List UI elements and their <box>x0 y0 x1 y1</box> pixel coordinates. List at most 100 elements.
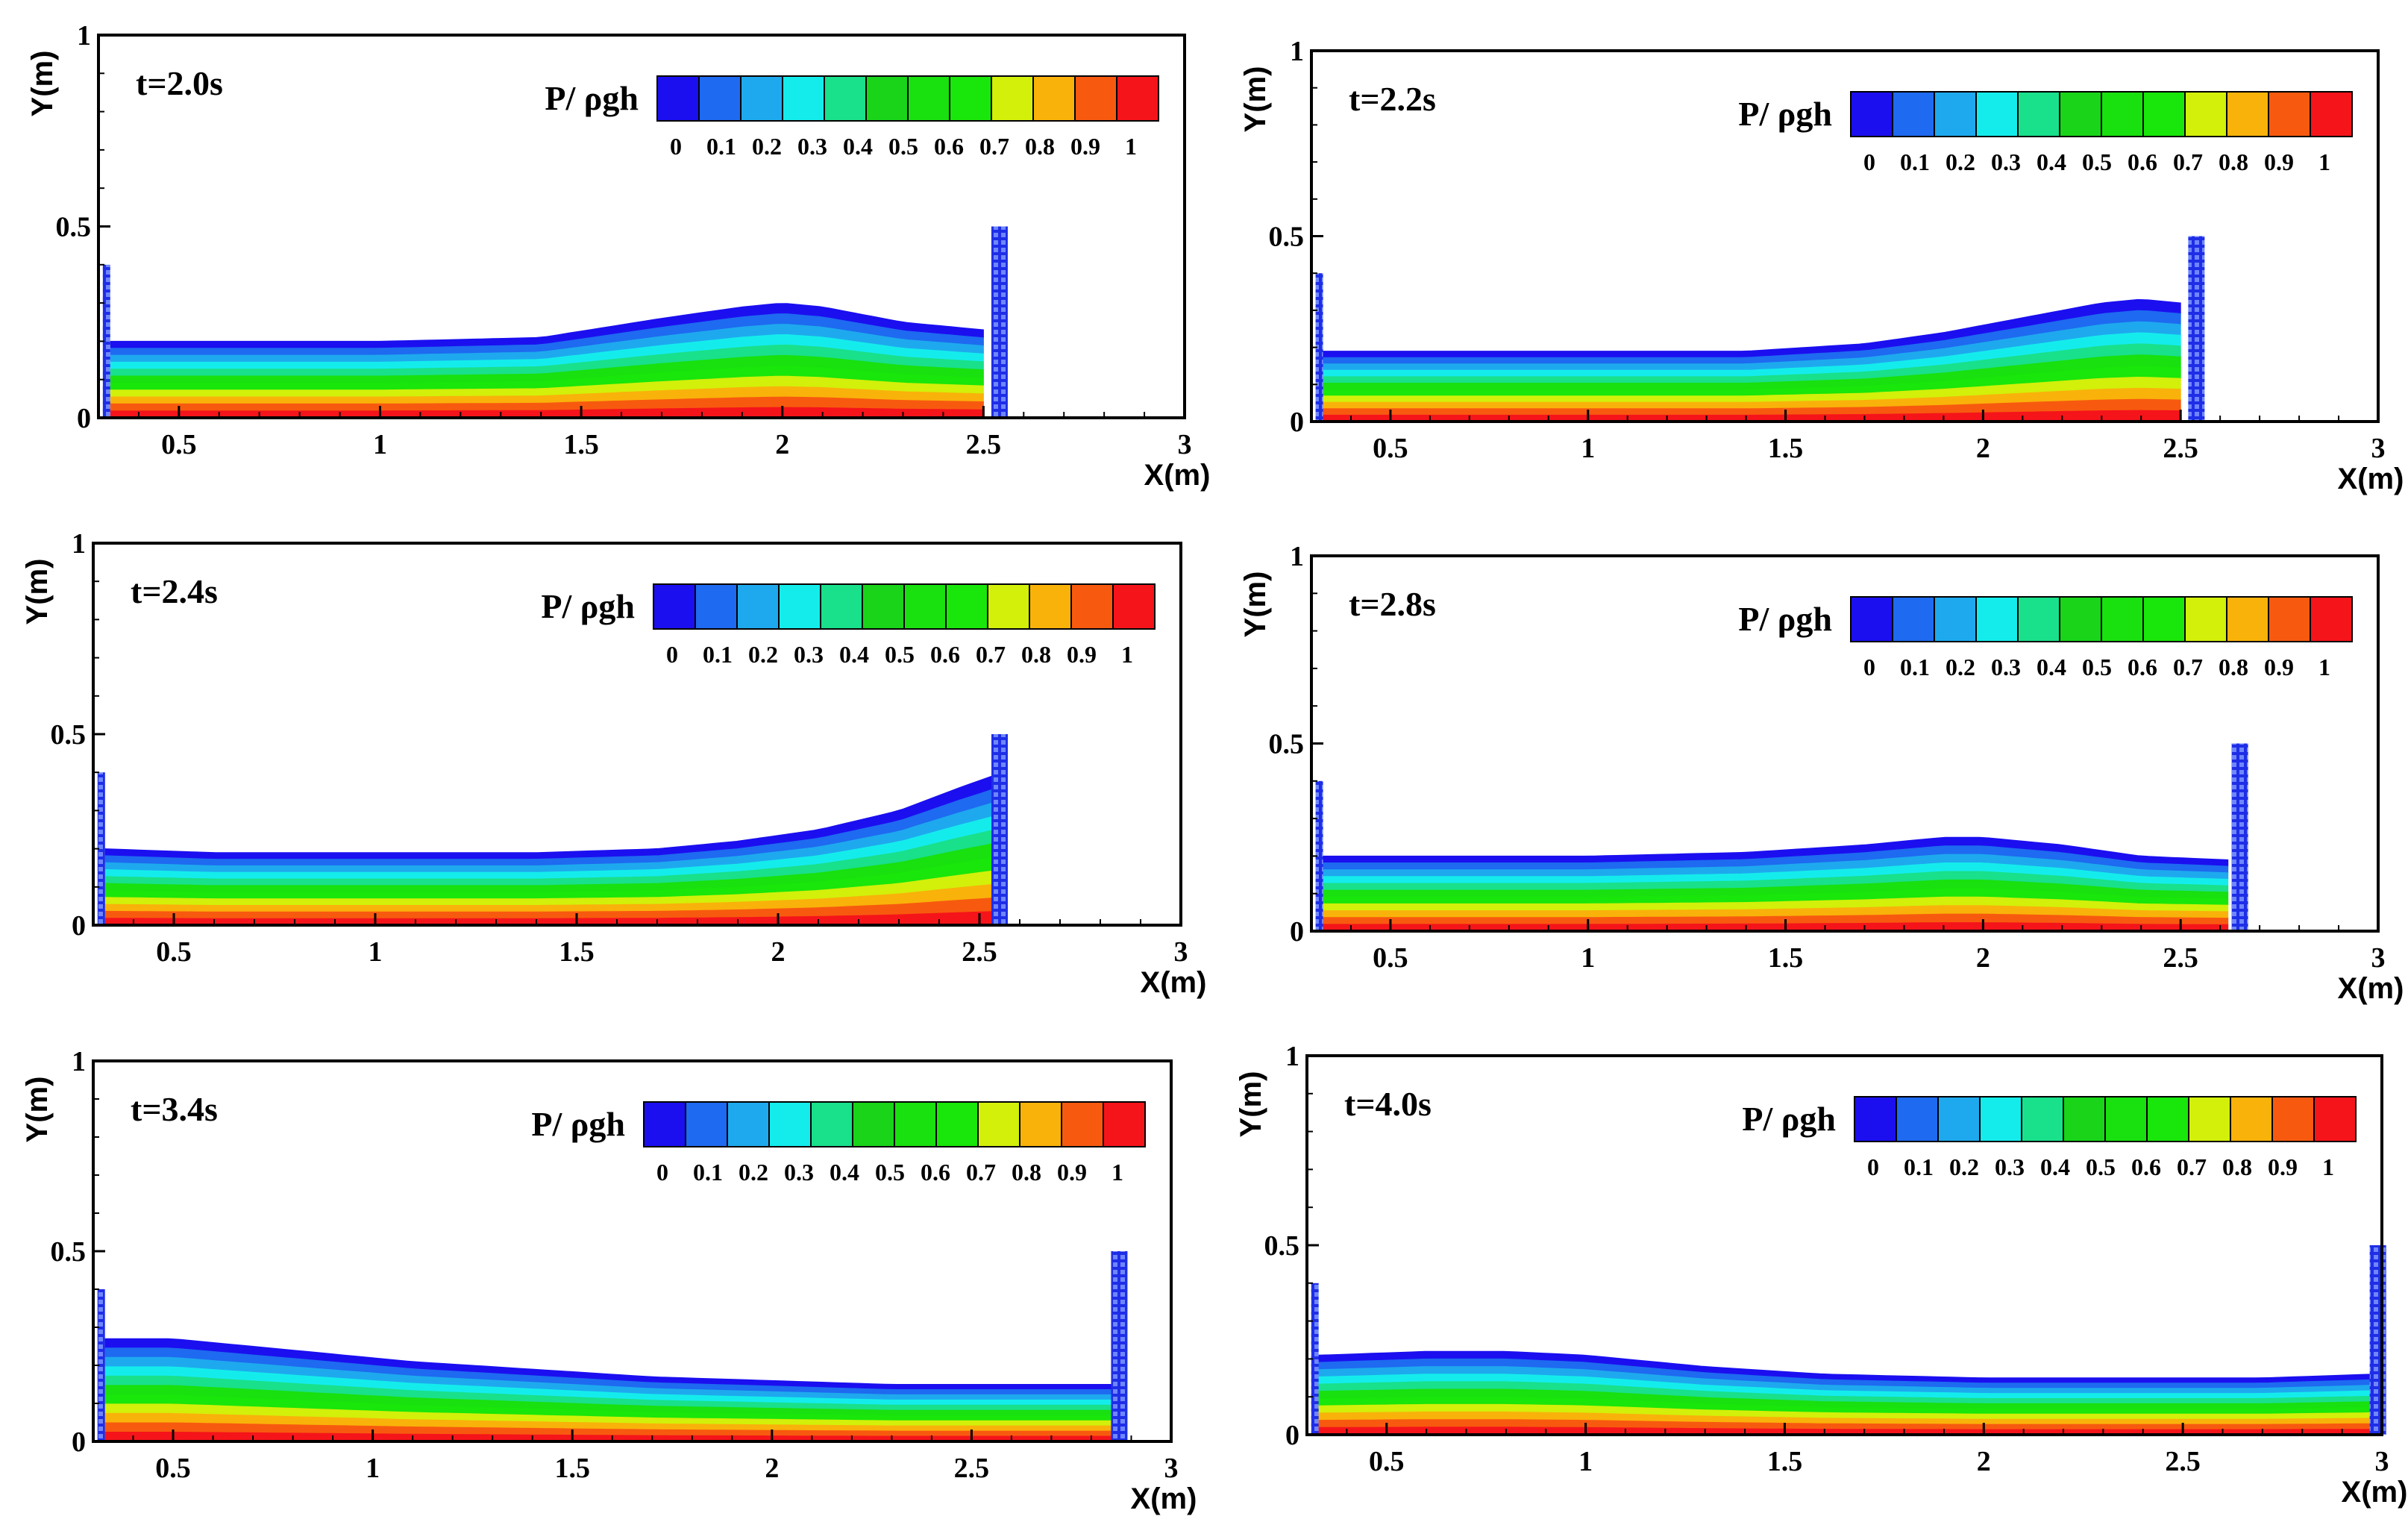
x-tick-label: 3 <box>2371 433 2386 464</box>
x-tick-label: 2.5 <box>962 936 997 968</box>
x-tick-label: 1.5 <box>1768 433 1804 464</box>
x-tick-label: 0.5 <box>155 1453 191 1484</box>
x-tick-label: 2 <box>765 1453 779 1484</box>
colorbar-tick-label: 0.6 <box>921 1159 950 1186</box>
colorbar-cell <box>810 1101 853 1147</box>
colorbar-tick-label: 0.5 <box>2086 1153 2116 1180</box>
x-tick-label: 3 <box>1174 936 1188 968</box>
y-tick-label: 0 <box>72 1427 86 1458</box>
colorbar-cell <box>2310 596 2353 642</box>
colorbar-tick-label: 0.5 <box>875 1159 905 1186</box>
colorbar-tick-label: 0.3 <box>794 641 824 668</box>
x-tick-label: 2.5 <box>954 1453 990 1484</box>
colorbar-tick-label: 0.9 <box>2264 654 2294 680</box>
x-tick-label: 2 <box>1976 942 1990 974</box>
colorbar-cell <box>2268 596 2311 642</box>
colorbar-tick-label: 0.8 <box>1025 133 1055 160</box>
colorbar-cell <box>1070 583 1114 630</box>
colorbar-cell <box>653 583 696 630</box>
x-tick-label: 1 <box>366 1453 380 1484</box>
colorbar-cell <box>862 583 905 630</box>
colorbar-tick-label: 0.6 <box>930 641 960 668</box>
colorbar-cell <box>977 1101 1020 1147</box>
colorbar-cell <box>987 583 1030 630</box>
x-tick-label: 0.5 <box>1373 942 1408 974</box>
colorbar-tick-label: 0.3 <box>784 1159 814 1186</box>
time-label: t=2.2s <box>1349 80 1436 118</box>
panel-4: 0.5 1 1.5 2 2.5 3 0 0.5 1 X(m) Y(m) t=2.8s P/ ρgh 0 0.… <box>1239 541 2404 1005</box>
y-tick-label: 0 <box>1290 916 1304 948</box>
colorbar-cell <box>852 1101 895 1147</box>
colorbar-tick-label: 0.9 <box>2264 148 2294 175</box>
x-tick-label: 2.5 <box>2163 942 2198 974</box>
colorbar-tick-label: 0 <box>1867 1153 1879 1180</box>
colorbar-tick-label: 1 <box>1111 1159 1123 1186</box>
x-tick-label: 2.5 <box>2165 1446 2201 1477</box>
colorbar-tick-label: 0 <box>1863 654 1875 680</box>
colorbar-cell <box>1937 1096 1981 1142</box>
x-tick-label: 1.5 <box>1767 1446 1803 1477</box>
colorbar-label: P/ ρgh <box>1738 95 1832 133</box>
y-tick-label: 0 <box>77 403 91 434</box>
y-tick-label: 0.5 <box>51 719 87 751</box>
colorbar-tick-label: 0.9 <box>1070 133 1100 160</box>
colorbar-cell <box>2226 91 2269 137</box>
colorbar-cell <box>820 583 863 630</box>
time-label: t=2.8s <box>1349 585 1436 623</box>
y-tick-label: 0.5 <box>1264 1230 1300 1262</box>
colorbar-cell <box>1029 583 1072 630</box>
colorbar-cell <box>2063 1096 2106 1142</box>
colorbar-tick-label: 0.7 <box>976 641 1006 668</box>
colorbar-cell <box>2184 91 2227 137</box>
colorbar-tick-label: 0.1 <box>703 641 733 668</box>
colorbar-cell <box>2021 1096 2064 1142</box>
colorbar-tick-label: 1 <box>1125 133 1137 160</box>
panel-5: 0.5 1 1.5 2 2.5 3 0 0.5 1 X(m) Y(m) t=3.4s P/ ρgh 0 0.… <box>21 1046 1197 1515</box>
colorbar-tick-label: 0.3 <box>1991 654 2021 680</box>
left-wall <box>97 772 105 925</box>
colorbar-tick-label: 0 <box>666 641 678 668</box>
x-tick-label: 1.5 <box>1768 942 1804 974</box>
panel-3: 0.5 1 1.5 2 2.5 3 0 0.5 1 X(m) Y(m) t=2.4s P/ ρgh 0 0.… <box>21 528 1206 999</box>
colorbar-cell <box>1896 1096 1939 1142</box>
right-wall <box>991 734 1008 925</box>
left-wall <box>97 1289 105 1441</box>
colorbar-tick-label: 0.7 <box>2173 654 2203 680</box>
colorbar-cell <box>1032 75 1076 122</box>
colorbar-cell <box>1979 1096 2022 1142</box>
colorbar-label: P/ ρgh <box>1738 600 1832 638</box>
colorbar-cell <box>2310 91 2353 137</box>
colorbar-cell <box>2184 596 2227 642</box>
colorbar-tick-label: 0.4 <box>843 133 873 160</box>
colorbar-tick-label: 0.2 <box>1945 654 1975 680</box>
colorbar-cell <box>1892 596 1935 642</box>
right-wall <box>991 226 1008 418</box>
colorbar-cell <box>643 1101 686 1147</box>
colorbar-tick-label: 0.1 <box>693 1159 723 1186</box>
colorbar-cell <box>1116 75 1159 122</box>
x-tick-label: 3 <box>1164 1453 1179 1484</box>
y-axis-label: Y(m) <box>1239 572 1272 638</box>
colorbar-tick-label: 0.7 <box>979 133 1009 160</box>
colorbar-tick-label: 0.2 <box>739 1159 768 1186</box>
colorbar-cell <box>1103 1101 1146 1147</box>
x-tick-label: 0.5 <box>1373 433 1408 464</box>
colorbar-cell <box>894 1101 937 1147</box>
colorbar-cell <box>1892 91 1935 137</box>
colorbar-cell <box>1854 1096 1897 1142</box>
colorbar-cell <box>685 1101 728 1147</box>
y-axis-label: Y(m) <box>1239 66 1272 133</box>
y-tick-label: 0 <box>1285 1420 1299 1451</box>
colorbar-cell <box>2142 596 2186 642</box>
x-axis-label: X(m) <box>1144 459 1211 492</box>
colorbar-cell <box>1112 583 1156 630</box>
x-tick-label: 3 <box>1178 429 1192 460</box>
colorbar-tick-label: 0.8 <box>1021 641 1051 668</box>
colorbar-tick-label: 0.5 <box>2082 654 2112 680</box>
colorbar-cell <box>903 583 947 630</box>
colorbar-tick-label: 0.3 <box>1995 1153 2025 1180</box>
colorbar-tick-label: 0.7 <box>2173 148 2203 175</box>
colorbar-cell <box>1019 1101 1062 1147</box>
colorbar-cell <box>824 75 867 122</box>
left-wall <box>1311 1283 1319 1435</box>
